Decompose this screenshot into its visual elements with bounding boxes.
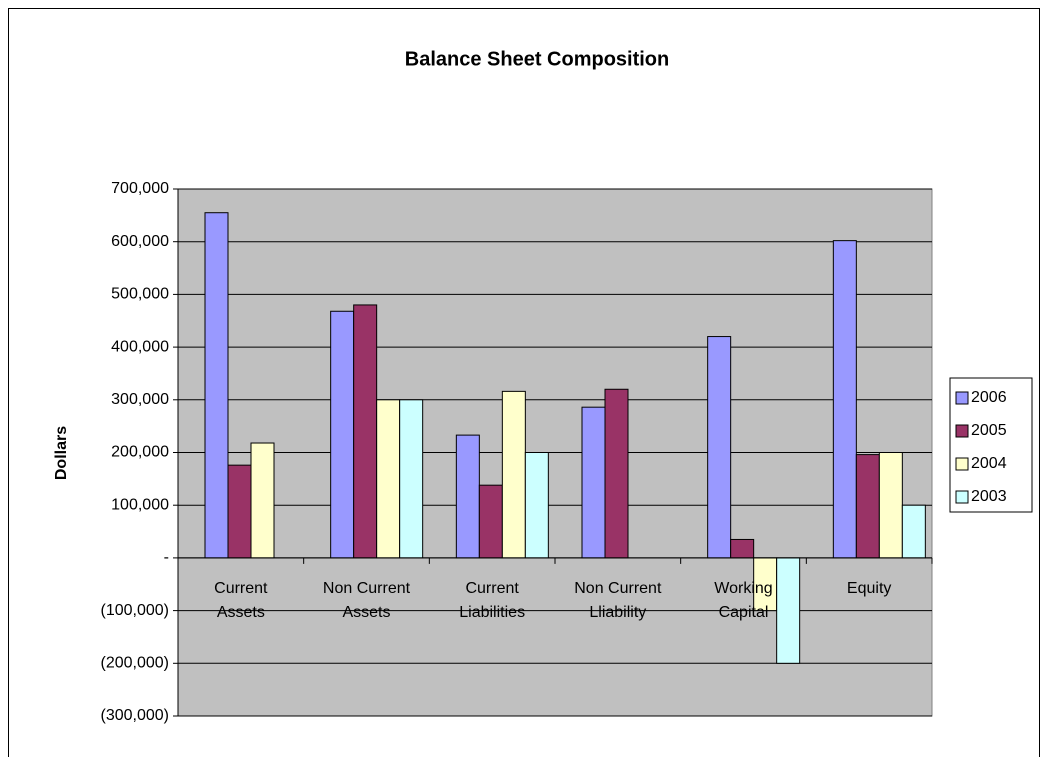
y-tick-label: 400,000: [111, 338, 169, 355]
legend-swatch: [955, 424, 969, 438]
legend-label: 2003: [971, 488, 1007, 505]
y-tick-label: (200,000): [101, 655, 170, 672]
bar: [855, 454, 880, 559]
x-tick-label: Non Current Assets: [322, 579, 411, 621]
bar: [478, 484, 503, 559]
bar: [832, 240, 857, 559]
bar: [399, 399, 424, 559]
y-tick-label: -: [164, 549, 169, 566]
bar: [330, 310, 355, 559]
bar: [204, 212, 229, 559]
x-tick-label: Current Assets: [214, 579, 268, 621]
y-tick-label: 300,000: [111, 391, 169, 408]
bar: [604, 388, 629, 559]
bar: [227, 464, 252, 559]
chart-title: Balance Sheet Composition: [405, 48, 670, 70]
bar: [901, 504, 926, 559]
y-tick-label: 600,000: [111, 233, 169, 250]
y-tick-label: 500,000: [111, 286, 169, 303]
bar: [581, 406, 606, 559]
legend-swatch: [955, 457, 969, 471]
legend-label: 2004: [971, 455, 1007, 472]
bar: [455, 434, 480, 559]
bar: [524, 452, 549, 559]
bar: [353, 304, 378, 559]
bar: [376, 399, 401, 559]
y-axis-label: Dollars: [53, 426, 70, 480]
y-tick-label: 200,000: [111, 444, 169, 461]
legend-label: 2005: [971, 422, 1007, 439]
x-tick-label: Non Current Lliability: [574, 579, 662, 621]
legend-label: 2006: [971, 389, 1007, 406]
bar: [250, 442, 275, 559]
y-tick-label: (100,000): [101, 602, 170, 619]
x-tick-label: Equity: [846, 579, 892, 597]
x-tick-label: Working Capital: [714, 579, 773, 621]
y-tick-label: 100,000: [111, 496, 169, 513]
legend-swatch: [955, 490, 969, 504]
y-tick-label: 700,000: [111, 180, 169, 197]
legend-swatch: [955, 391, 969, 405]
bar: [501, 390, 526, 559]
bar: [878, 452, 903, 559]
x-tick-label: Current Liabilities: [459, 579, 526, 621]
bar: [730, 538, 755, 559]
y-tick-label: (300,000): [101, 707, 170, 724]
bar: [707, 336, 732, 559]
